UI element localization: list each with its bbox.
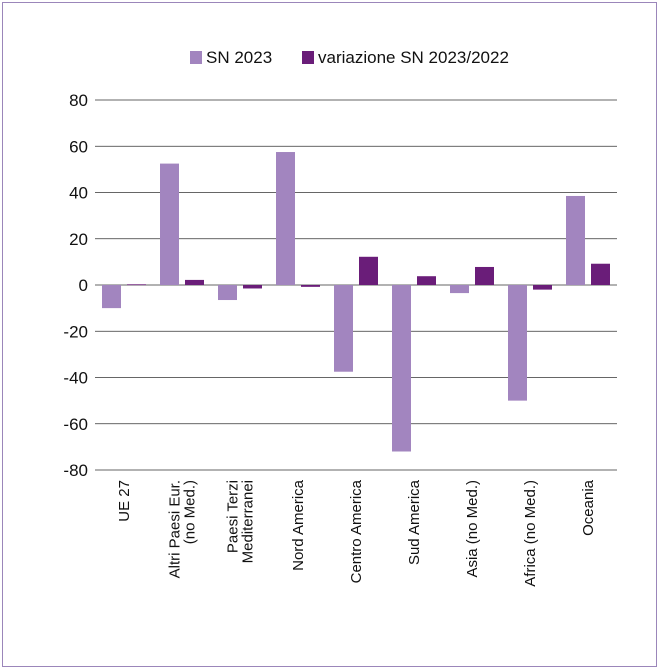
x-axis-labels: UE 27 Altri Paesi Eur.(no Med.) Paesi Terz…: [116, 479, 597, 586]
x-category-label: Nord America: [290, 479, 307, 571]
x-category-label-line: Sud America: [406, 479, 423, 565]
bar-variazione: [185, 279, 204, 285]
bar-variazione: [475, 266, 494, 285]
x-category-label-line: Paesi Terzi: [225, 480, 242, 553]
legend-swatch: [302, 51, 314, 64]
y-tick-label: -40: [63, 369, 88, 388]
x-category-label-line: Centro America: [348, 479, 365, 583]
bar-variazione: [417, 276, 436, 285]
x-category-label-line: UE 27: [116, 480, 133, 522]
x-category-label: Africa (no Med.): [522, 480, 539, 587]
x-category-label-line: (no Med.): [182, 480, 199, 544]
bar-variazione: [591, 263, 610, 285]
y-tick-label: 0: [79, 276, 88, 295]
x-category-label: Altri Paesi Eur.(no Med.): [167, 480, 199, 578]
legend-label: SN 2023: [206, 48, 272, 67]
y-tick-label: -20: [63, 322, 88, 341]
legend-swatch: [190, 51, 202, 64]
bar-sn-2023: [508, 285, 527, 401]
legend-label: variazione SN 2023/2022: [318, 48, 509, 67]
y-tick-label: -80: [63, 461, 88, 480]
x-category-label-line: Mediterranei: [240, 480, 257, 563]
y-tick-label: 80: [69, 91, 88, 110]
x-category-label-line: Oceania: [580, 479, 597, 536]
x-category-label-line: Nord America: [290, 479, 307, 571]
x-category-label: UE 27: [116, 480, 133, 522]
x-category-label-line: Asia (no Med.): [464, 480, 481, 578]
y-tick-label: 40: [69, 184, 88, 203]
y-tick-label: -60: [63, 415, 88, 434]
x-category-label: Oceania: [580, 479, 597, 536]
bar-sn-2023: [160, 163, 179, 285]
bar-variazione: [243, 285, 262, 289]
y-axis: 80 60 40 20 0 -20 -40 -60 -80: [63, 91, 88, 480]
bar-sn-2023: [334, 285, 353, 372]
bar-sn-2023: [102, 285, 121, 309]
y-tick-label: 20: [69, 230, 88, 249]
bar-variazione: [533, 285, 552, 290]
x-category-label-line: Altri Paesi Eur.: [167, 480, 184, 578]
x-category-label: Asia (no Med.): [464, 480, 481, 578]
bar-sn-2023: [218, 285, 237, 301]
x-category-label-line: Africa (no Med.): [522, 480, 539, 587]
bar-sn-2023: [392, 285, 411, 452]
bar-sn-2023: [566, 195, 585, 285]
bar-variazione: [359, 256, 378, 285]
bar-variazione: [127, 284, 146, 286]
y-tick-label: 60: [69, 137, 88, 156]
bar-variazione: [301, 285, 320, 287]
bars: [102, 152, 610, 452]
bar-sn-2023: [276, 152, 295, 285]
x-category-label: Sud America: [406, 479, 423, 565]
bar-sn-2023: [450, 285, 469, 294]
gridlines: [95, 99, 617, 471]
x-category-label: Centro America: [348, 479, 365, 583]
legend: SN 2023 variazione SN 2023/2022: [190, 48, 509, 67]
